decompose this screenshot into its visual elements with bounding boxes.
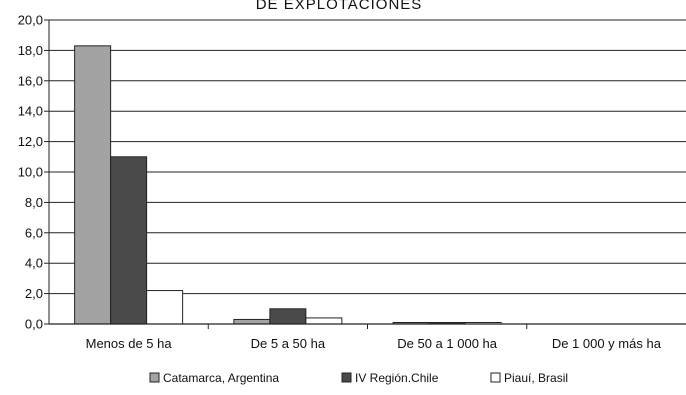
x-category-label: Menos de 5 ha: [86, 336, 173, 351]
legend-swatch: [341, 372, 352, 383]
legend-label: IV Región.Chile: [355, 371, 439, 385]
legend-swatch: [490, 372, 501, 383]
y-tick-label: 4,0: [25, 256, 43, 271]
bar: [74, 45, 112, 325]
x-category-label: De 1 000 y más ha: [552, 336, 662, 351]
y-tick-label: 14,0: [18, 104, 43, 119]
legend: Catamarca, Argentina IV Región.Chile Piauí…: [149, 371, 568, 385]
y-tick-label: 18,0: [18, 43, 43, 58]
y-axis-ticks: 0,0 2,0 4,0 6,0 8,0 10,0 12,0 14,0 16,0 18,0 20,0: [18, 13, 49, 332]
bar: [146, 290, 184, 325]
legend-swatch: [149, 372, 160, 383]
chart-title: DE EXPLOTACIONES: [256, 0, 423, 13]
y-tick-label: 10,0: [18, 165, 43, 180]
y-tick-label: 20,0: [18, 13, 43, 28]
bar: [269, 308, 307, 325]
bar: [305, 317, 343, 325]
bar: [110, 156, 148, 325]
legend-label: Piauí, Brasil: [504, 371, 568, 385]
bars: [74, 45, 502, 325]
axes: [48, 20, 686, 329]
y-tick-label: 2,0: [25, 286, 43, 301]
x-axis-categories: Menos de 5 ha De 5 a 50 ha De 50 a 1 000 h…: [86, 336, 662, 351]
x-category-label: De 50 a 1 000 ha: [397, 336, 498, 351]
y-tick-label: 8,0: [25, 195, 43, 210]
y-tick-label: 12,0: [18, 134, 43, 149]
legend-label: Catamarca, Argentina: [163, 371, 279, 385]
bar: [233, 318, 271, 325]
y-tick-label: 6,0: [25, 225, 43, 240]
y-tick-label: 16,0: [18, 73, 43, 88]
x-category-label: De 5 a 50 ha: [251, 336, 326, 351]
y-tick-label: 0,0: [25, 317, 43, 332]
